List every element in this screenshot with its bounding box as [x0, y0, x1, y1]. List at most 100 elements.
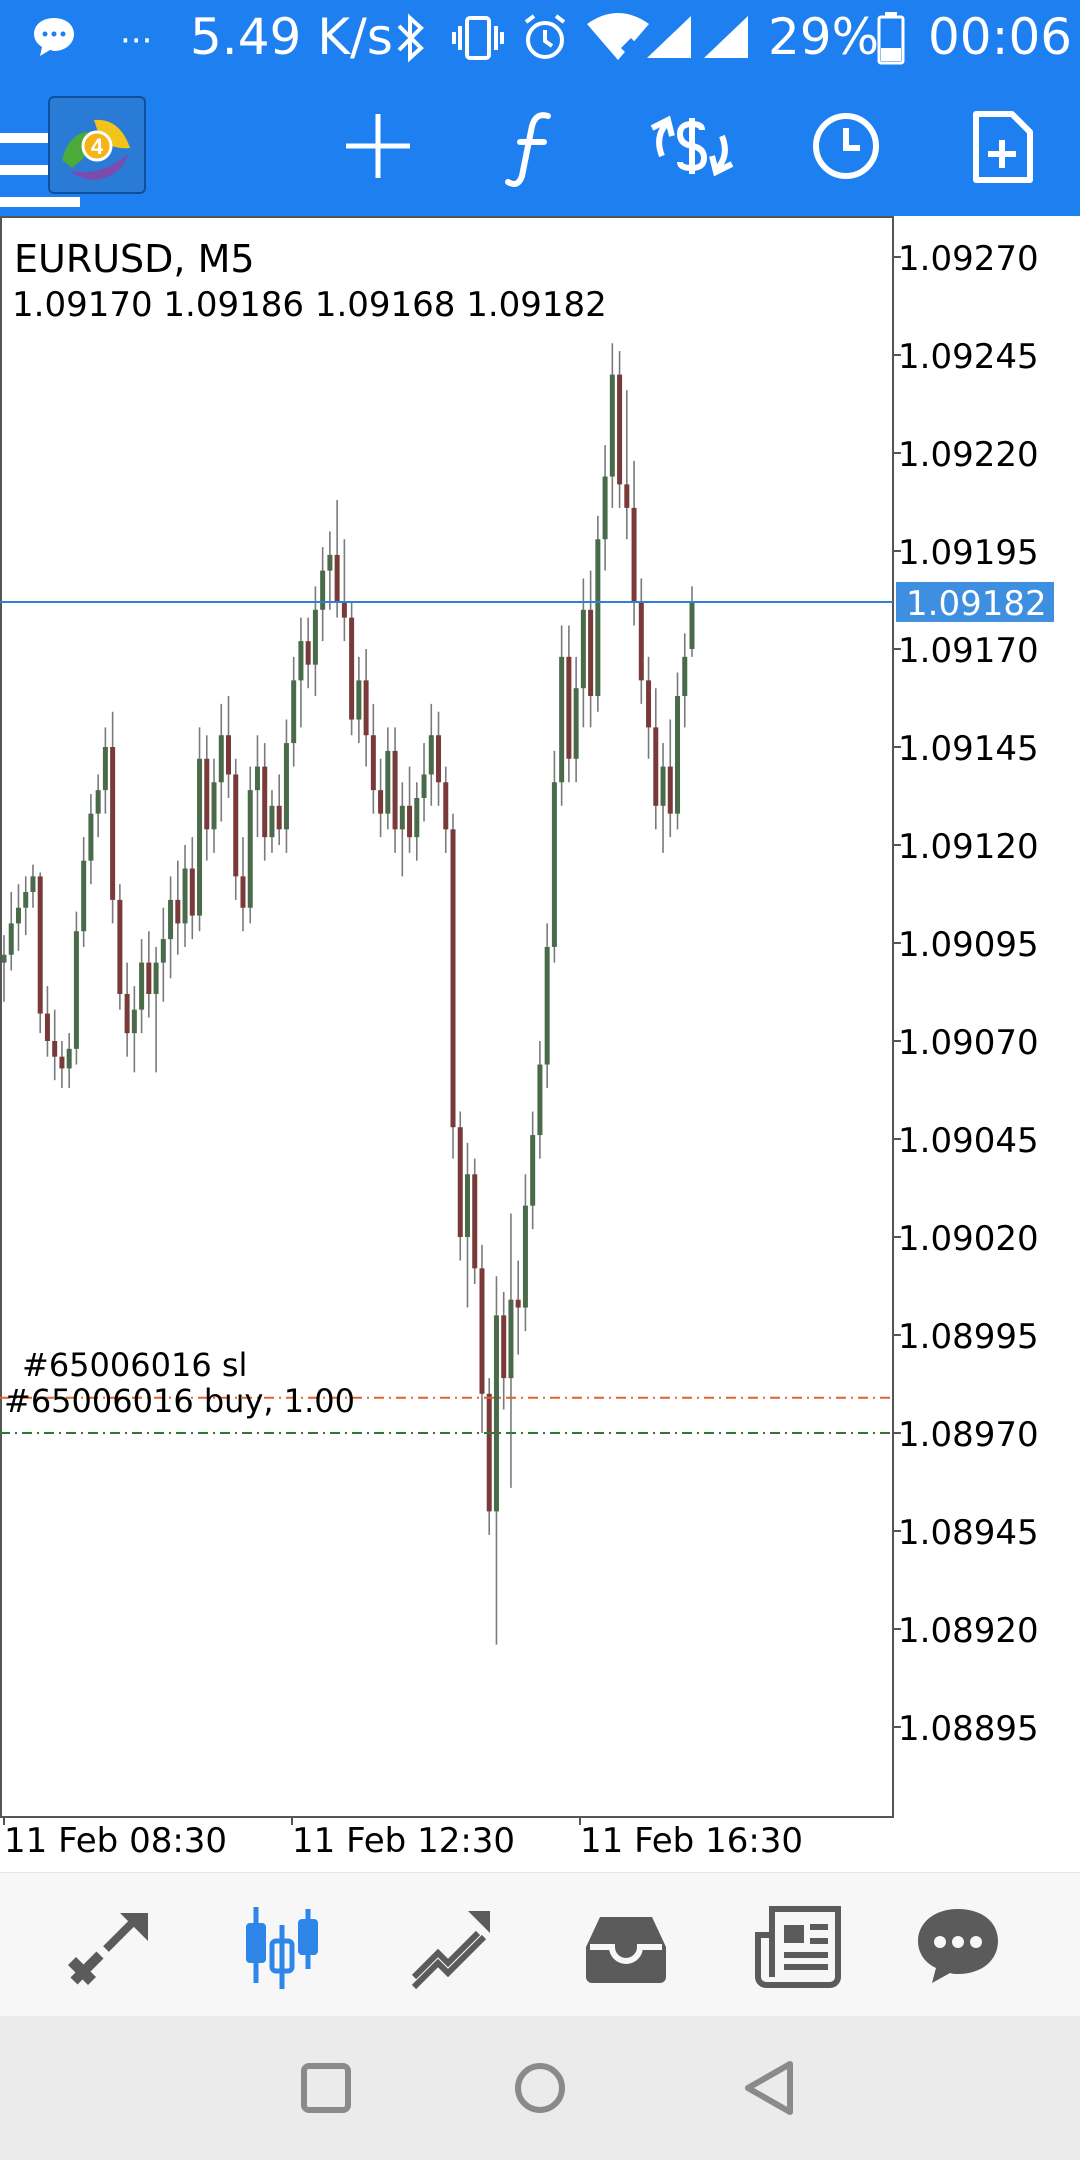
candle-body — [638, 601, 644, 681]
vibrate-icon — [452, 16, 504, 60]
candle-body — [595, 539, 601, 697]
candle-body — [472, 1174, 478, 1269]
candle-body — [95, 790, 101, 814]
menu-icon[interactable] — [0, 121, 80, 221]
candle-body — [631, 507, 637, 602]
price-label: 1.09095 — [898, 925, 1039, 965]
current-price-tag — [896, 581, 1054, 622]
bluetooth-icon — [397, 13, 424, 63]
candle-body — [139, 962, 145, 1010]
candle-body — [110, 747, 116, 900]
candle-body — [653, 727, 659, 806]
time-axis: 11 Feb 08:30 11 Feb 12:30 11 Feb 16:30 — [3, 1817, 803, 1861]
price-label: 1.09245 — [898, 337, 1039, 377]
candle-body — [682, 656, 688, 697]
candle-body — [609, 374, 615, 477]
candle-body — [197, 758, 203, 916]
candle-body — [443, 782, 449, 830]
candle-body — [407, 805, 413, 838]
crosshair-icon[interactable] — [328, 96, 428, 196]
back-icon[interactable] — [728, 2046, 812, 2130]
price-label: 1.09070 — [898, 1023, 1039, 1063]
news-icon[interactable] — [748, 1895, 848, 1995]
candle-body — [378, 790, 384, 814]
candle-body — [1, 954, 7, 963]
candle-body — [356, 680, 362, 720]
status-bar: ··· 5.49 K/s 29% 00:06 — [0, 0, 1080, 76]
message-icon — [34, 18, 74, 56]
candle-body — [392, 750, 398, 830]
candle-body — [175, 899, 181, 924]
candle-body — [385, 750, 391, 814]
candle-body — [515, 1299, 521, 1308]
candle-body — [660, 766, 666, 806]
candle-body — [624, 484, 630, 508]
candle-body — [131, 1009, 137, 1034]
quotes-icon[interactable] — [60, 1895, 160, 1995]
candle-body — [218, 735, 224, 783]
candle-body — [269, 805, 275, 838]
candle-body — [52, 1041, 58, 1057]
candle-body — [363, 680, 369, 736]
signal-icon — [704, 16, 748, 58]
candle-body — [436, 735, 442, 783]
wifi-icon — [587, 13, 649, 60]
price-label: 1.09220 — [898, 435, 1039, 475]
candle-body — [320, 570, 326, 610]
price-label: 1.08970 — [898, 1415, 1039, 1455]
candle-body — [617, 374, 623, 485]
network-speed: 5.49 K/s — [190, 8, 393, 66]
candle-body — [370, 735, 376, 791]
candle-body — [160, 939, 166, 963]
candle-body — [479, 1268, 485, 1394]
chart-symbol: EURUSD, M5 — [14, 237, 255, 281]
candle-body — [312, 609, 318, 665]
candle-body — [428, 735, 434, 775]
recents-icon[interactable] — [284, 2046, 368, 2130]
candle-body — [580, 609, 586, 689]
indicators-icon[interactable] — [484, 96, 584, 196]
candle-body — [102, 747, 108, 791]
price-label: 1.08995 — [898, 1317, 1039, 1357]
level-lines-group — [0, 600, 893, 1434]
battery-percent: 29% — [768, 8, 880, 66]
home-icon[interactable] — [498, 2046, 582, 2130]
candle-body — [551, 782, 557, 947]
chart-area[interactable]: 1.09270 1.09245 1.09220 1.09195 1.09170 1.091… — [0, 216, 1080, 1872]
candle-body — [399, 805, 405, 830]
candle-body — [73, 931, 79, 1049]
metatrader-logo-icon[interactable]: 4 — [48, 96, 146, 194]
new-order-icon[interactable] — [952, 96, 1052, 196]
candles-group — [1, 343, 695, 1645]
candle-body — [602, 476, 608, 540]
candle-body — [341, 601, 347, 618]
candle-body — [117, 899, 123, 994]
trade-icon[interactable] — [640, 96, 740, 196]
price-label: 1.09170 — [898, 631, 1039, 671]
candle-body — [508, 1299, 514, 1379]
price-chart[interactable]: 1.09270 1.09245 1.09220 1.09195 1.09170 1.091… — [0, 216, 1080, 1872]
trade-icon[interactable] — [404, 1895, 504, 1995]
candle-body — [8, 923, 14, 955]
price-label: 1.08945 — [898, 1513, 1039, 1553]
candle-body — [566, 656, 572, 759]
candle-body — [233, 774, 239, 877]
candle-body — [689, 601, 695, 649]
time-label: 11 Feb 08:30 — [4, 1821, 227, 1861]
bottom-navigation — [0, 1872, 1080, 2017]
candle-body — [30, 876, 36, 893]
timeframe-icon[interactable] — [796, 96, 896, 196]
price-label: 1.09145 — [898, 729, 1039, 769]
candle-body — [247, 790, 253, 908]
history-icon[interactable] — [576, 1895, 676, 1995]
candle-body — [522, 1205, 528, 1308]
candle-body — [537, 1064, 543, 1136]
chart-icon[interactable] — [232, 1895, 332, 1995]
candle-body — [189, 868, 195, 916]
chart-plot-frame — [0, 216, 894, 1818]
candle-body — [81, 860, 87, 932]
chat-icon[interactable] — [908, 1895, 1008, 1995]
candle-body — [153, 962, 159, 994]
candle-body — [675, 696, 681, 814]
candle-body — [59, 1056, 65, 1069]
